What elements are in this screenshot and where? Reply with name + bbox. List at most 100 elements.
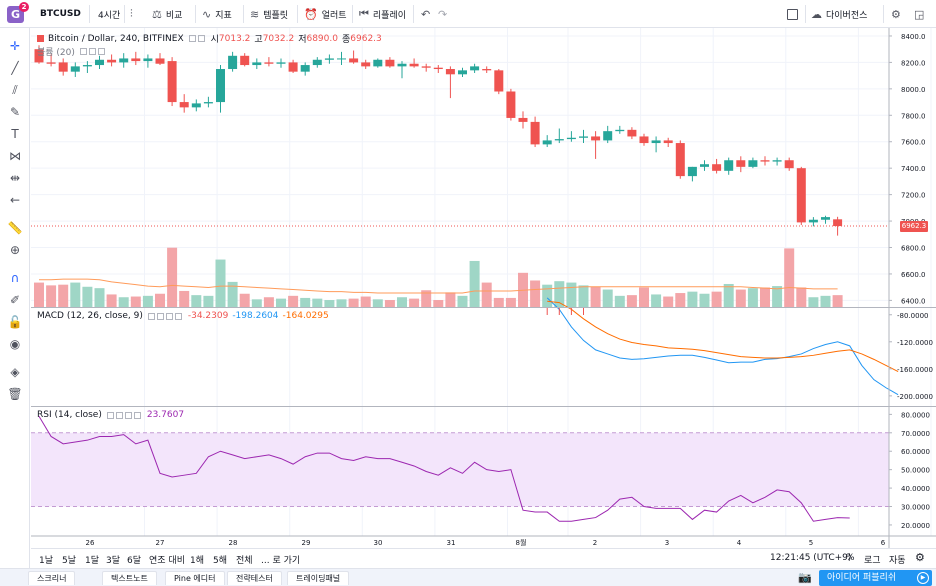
candle-body [409,63,419,67]
legend-eye-box[interactable] [188,35,196,42]
chart-canvas[interactable]: 8400.0 8200.0 8000.0 7800.0 7600.0 7400.0 7200… [31,28,936,548]
range-button[interactable]: 5해 [213,556,228,566]
clock-label[interactable]: 12:21:45 (UTC+9) [770,553,852,563]
pane-separator[interactable] [31,307,936,308]
lock-icon[interactable]: 🔓 [7,315,23,329]
candle-body [833,219,843,227]
gear-icon[interactable]: ⚙ [915,551,925,564]
log-toggle[interactable]: 로그 [864,556,881,566]
tab-strategy-tester[interactable]: 전략테스터 [227,571,282,585]
legend-settings-box[interactable] [156,312,164,320]
pane-separator[interactable] [31,406,936,407]
magnet-icon[interactable]: ∩ [10,271,20,285]
volume-legend: 볼륨 (20) [37,45,107,58]
rsi-band-fill [31,432,889,507]
tab-screener[interactable]: 스크리너 [28,571,76,585]
legend-settings-box[interactable] [197,35,205,42]
tab-pine-editor[interactable]: Pine 에디터 [165,571,225,585]
publish-idea-button[interactable]: 아이디어 퍼블리쉬 ▶ [819,570,932,586]
app-logo[interactable]: G 2 [7,2,29,23]
range-button[interactable]: 5날 [62,556,77,566]
legend-eye-box[interactable] [147,312,155,320]
candle-body [458,70,467,75]
layers-icon[interactable]: ◈ [10,365,20,379]
stay-drawing-icon[interactable]: ✐ [9,293,21,307]
volume-bar [711,291,722,307]
trash-icon[interactable]: 🗑 [7,387,23,401]
alert-button[interactable]: ⏰ 얼러트 [304,7,347,21]
auto-toggle[interactable]: 자동 [889,556,906,566]
volume-bar [239,293,250,307]
range-button[interactable]: 연조 대비 [149,556,185,566]
pitchfork-icon[interactable]: ⫽ [12,83,18,97]
templates-button[interactable]: ≋ 템플릿 [250,7,288,21]
range-button[interactable]: 전체 [236,556,253,566]
legend-eye-box[interactable] [79,48,87,55]
undo-button[interactable]: ↶ [421,7,434,21]
candle-body [651,140,661,144]
chart-type-button[interactable]: ⫶ [130,7,137,21]
percent-toggle[interactable]: % [846,553,855,563]
camera-icon[interactable]: 📷 [798,571,812,584]
trend-line-icon[interactable]: ╱ [11,61,19,75]
brush-icon[interactable]: ✎ [9,105,21,119]
range-button[interactable]: 6달 [127,556,142,566]
range-button[interactable]: 1날 [39,556,54,566]
range-button[interactable]: 1달 [85,556,100,566]
legend-settings-box[interactable] [115,411,123,419]
close-label: 종 [341,35,351,45]
crosshair-icon[interactable]: ✛ [9,39,21,53]
text-icon[interactable]: T [11,127,19,141]
legend-close-box[interactable] [97,48,105,55]
legend-more-box[interactable] [133,411,141,419]
replay-button[interactable]: ⏮ 리플레이 [359,7,406,21]
range-button[interactable]: 1해 [190,556,205,566]
symbol-search-button[interactable]: BTCUSD [40,7,81,21]
ruler-icon[interactable]: 📏 [7,221,23,235]
candle-body [70,66,80,72]
tab-text-notes[interactable]: 텍스트노트 [102,571,157,585]
zoom-in-icon[interactable]: ⊕ [9,243,21,257]
volume-bar [70,282,81,307]
volume-bar [808,297,819,307]
settings-button[interactable]: ⚙ [891,7,905,21]
tab-trading-panel[interactable]: 트레이딩패널 [287,571,350,585]
divergence-button[interactable]: ☁ 다이버전스 [811,7,867,21]
volume-bar [772,286,783,307]
volume-bar [675,293,686,307]
last-price-tag: 6962.3 [900,221,928,233]
compare-button[interactable]: ⚖ 비교 [152,7,182,21]
legend-close-box[interactable] [124,411,132,419]
macd-line [546,297,899,396]
chart-area[interactable]: 8400.0 8200.0 8000.0 7800.0 7600.0 7400.0 7200… [31,28,936,548]
legend-more-box[interactable] [174,312,182,320]
range-button[interactable]: 3달 [106,556,121,566]
legend-settings-box[interactable] [88,48,96,55]
snapshot-button[interactable]: ◲ [914,7,928,21]
candle-body [58,62,68,72]
indicators-button[interactable]: ∿ 지표 [202,7,232,21]
macd-label: MACD (12, 26, close, 9) [37,311,143,321]
interval-button[interactable]: 4시간 [98,7,120,21]
candle-body [349,58,359,63]
legend-eye-box[interactable] [106,411,114,419]
eye-icon[interactable]: ◉ [9,337,21,351]
volume-bar [639,287,649,307]
rsi-legend: RSI (14, close) 23.7607 [37,410,184,420]
candle-body [445,69,455,75]
fullscreen-checkbox[interactable] [787,7,798,21]
pattern-icon[interactable]: ⋈ [9,149,21,163]
prediction-icon[interactable]: ⇹ [9,171,21,185]
drawing-toolbar: ✛ ╱ ⫽ ✎ T ⋈ ⇹ ← 📏 ⊕ ∩ ✐ 🔓 ◉ ◈ 🗑 [0,28,30,568]
redo-button[interactable]: ↷ [438,7,447,21]
candle-body [579,136,588,138]
time-axis-label: 4 [737,539,742,547]
candle-body [276,62,286,64]
open-label: 시 [210,35,219,45]
rsi-line [38,415,850,522]
goto-date-button[interactable]: ... 로 가기 [261,556,301,566]
volume-bar [760,287,770,307]
legend-close-box[interactable] [165,312,173,320]
volume-bar [58,284,69,307]
arrow-left-icon[interactable]: ← [9,193,21,207]
